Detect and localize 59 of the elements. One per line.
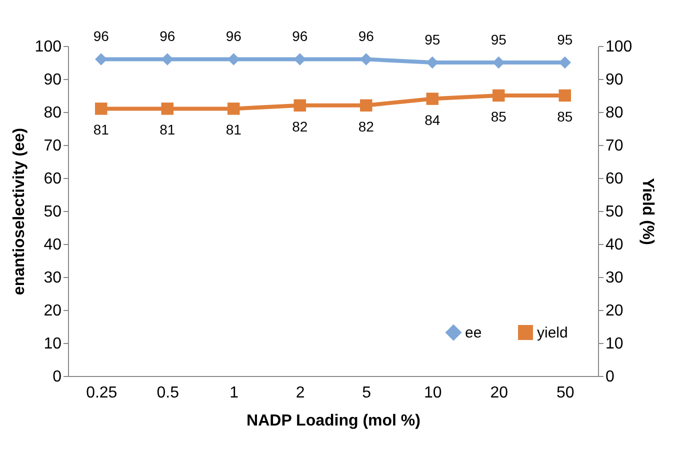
y-axis-title: enantioselectivity (ee) bbox=[10, 128, 28, 296]
data-label: 96 bbox=[160, 28, 176, 44]
point bbox=[95, 102, 108, 115]
data-label: 95 bbox=[557, 32, 573, 48]
data-label: 82 bbox=[358, 118, 374, 134]
data-label: 96 bbox=[226, 28, 242, 44]
point bbox=[161, 102, 174, 115]
point bbox=[558, 89, 571, 102]
y2-tick-label: 90 bbox=[606, 72, 624, 88]
data-label: 96 bbox=[358, 28, 374, 44]
point bbox=[426, 92, 438, 105]
y-tick-label: 70 bbox=[44, 138, 62, 154]
y-tick-label: 60 bbox=[44, 170, 62, 188]
data-label: 81 bbox=[160, 122, 176, 138]
y2-tick-label: 10 bbox=[606, 336, 624, 352]
y-tick-label: 50 bbox=[44, 204, 62, 220]
x-tick-label: 50 bbox=[556, 384, 574, 402]
data-label: 81 bbox=[226, 122, 242, 138]
point bbox=[294, 99, 306, 112]
y2-tick-label: 40 bbox=[606, 236, 624, 254]
legend-label: yield bbox=[537, 324, 568, 342]
y2-tick-label: 50 bbox=[606, 204, 624, 220]
legend-label: ee bbox=[465, 324, 482, 342]
y2-tick-label: 70 bbox=[606, 138, 624, 154]
y-tick-label: 40 bbox=[44, 236, 62, 254]
y2-tick-label: 20 bbox=[606, 302, 624, 320]
point bbox=[360, 99, 372, 112]
x-axis-title: NADP Loading (mol %) bbox=[246, 412, 420, 430]
data-label: 82 bbox=[292, 118, 308, 134]
y2-tick-label: 60 bbox=[606, 170, 624, 188]
data-label: 85 bbox=[490, 108, 507, 124]
x-tick-label: 10 bbox=[424, 384, 442, 402]
y2-tick-label: 100 bbox=[606, 38, 632, 56]
data-label: 96 bbox=[292, 28, 308, 44]
x-tick-label: 20 bbox=[490, 384, 508, 402]
y2-tick-label: 30 bbox=[606, 270, 624, 286]
data-label: 95 bbox=[490, 32, 507, 48]
y-tick-label: 30 bbox=[44, 270, 62, 286]
x-tick-label: 0.5 bbox=[156, 384, 180, 402]
y-tick-label: 90 bbox=[44, 72, 62, 88]
x-tick-label: 1 bbox=[230, 384, 239, 402]
y-tick-label: 0 bbox=[52, 368, 62, 386]
y2-tick-label: 0 bbox=[606, 368, 614, 386]
y-tick-label: 10 bbox=[44, 336, 62, 352]
point bbox=[228, 102, 240, 115]
y-tick-label: 100 bbox=[34, 38, 62, 56]
data-label: 85 bbox=[557, 108, 573, 124]
data-label: 95 bbox=[424, 32, 440, 48]
y-tick-label: 80 bbox=[44, 104, 62, 122]
data-label: 96 bbox=[93, 28, 110, 44]
y-tick-label: 20 bbox=[44, 302, 62, 320]
x-tick-label: 5 bbox=[362, 384, 372, 402]
point bbox=[492, 89, 505, 102]
y2-tick-label: 80 bbox=[606, 104, 624, 122]
y2-axis-title: Yield (%) bbox=[639, 178, 656, 245]
x-tick-label: 2 bbox=[296, 384, 305, 402]
x-tick-label: 0.25 bbox=[86, 384, 118, 402]
data-label: 84 bbox=[424, 112, 440, 128]
data-label: 81 bbox=[93, 122, 110, 138]
